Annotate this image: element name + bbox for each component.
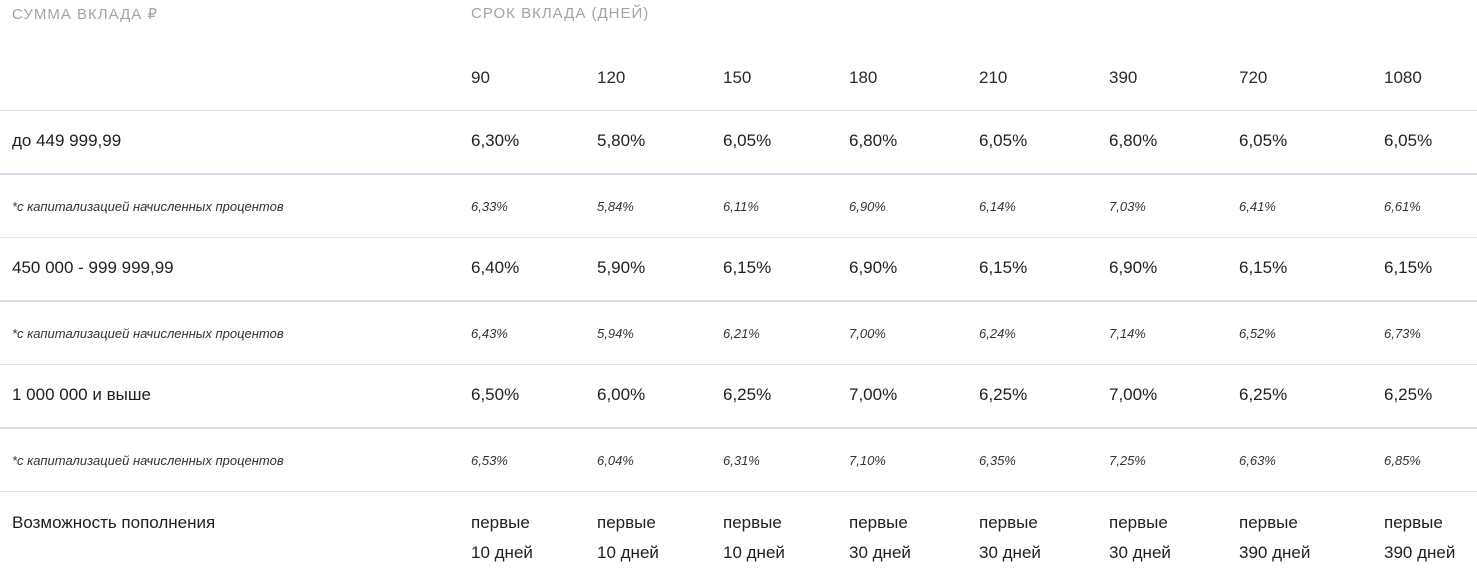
rate-cell: 7,00% [1109, 385, 1158, 404]
rate-cell: 6,80% [849, 131, 898, 150]
cap-rate-cell: 7,03% [1109, 199, 1146, 214]
rate-cell: 6,25% [1384, 385, 1433, 404]
term-210: 210 [979, 68, 1008, 87]
cap-rate-cell: 6,53% [471, 453, 508, 468]
term-150: 150 [723, 68, 752, 87]
topup-prefix: первые [1109, 513, 1168, 532]
topup-cell: первые 30 дней [1109, 508, 1171, 568]
rate-cell: 6,15% [979, 258, 1028, 277]
cap-rate-cell: 6,52% [1239, 326, 1276, 341]
term-90: 90 [471, 68, 490, 87]
topup-cell: первые 30 дней [849, 508, 911, 568]
topup-prefix: первые [723, 513, 782, 532]
topup-cell: первые 10 дней [723, 508, 785, 568]
topup-label: Возможность пополнения [12, 513, 216, 532]
rate-cell: 6,25% [1239, 385, 1288, 404]
cap-rate-cell: 6,33% [471, 199, 508, 214]
term-180: 180 [849, 68, 878, 87]
cap-rate-cell: 6,04% [597, 453, 634, 468]
cap-rate-cell: 6,35% [979, 453, 1016, 468]
rate-cell: 6,90% [1109, 258, 1158, 277]
rate-cell: 6,30% [471, 131, 520, 150]
rate-cell: 6,05% [979, 131, 1028, 150]
cap-rate-cell: 7,10% [849, 453, 886, 468]
rate-cell: 7,00% [849, 385, 898, 404]
cap-rate-cell: 6,14% [979, 199, 1016, 214]
divider [0, 427, 1477, 429]
cap-rate-cell: 6,11% [723, 199, 759, 214]
cap-rate-cell: 6,41% [1239, 199, 1276, 214]
topup-period: 30 дней [979, 543, 1041, 562]
topup-period: 390 дней [1384, 543, 1456, 562]
topup-prefix: первые [471, 513, 530, 532]
rate-cell: 6,05% [1384, 131, 1433, 150]
topup-prefix: первые [597, 513, 656, 532]
term-1080: 1080 [1384, 68, 1422, 87]
topup-period: 30 дней [1109, 543, 1171, 562]
cap-rate-cell: 5,84% [597, 199, 634, 214]
rate-cell: 6,50% [471, 385, 520, 404]
rate-cell: 5,90% [597, 258, 646, 277]
cap-rate-cell: 6,73% [1384, 326, 1421, 341]
topup-period: 30 дней [849, 543, 911, 562]
amount-caption: СУММА ВКЛАДА ₽ [12, 6, 158, 23]
cap-rate-cell: 6,63% [1239, 453, 1276, 468]
topup-period: 10 дней [471, 543, 533, 562]
topup-period: 390 дней [1239, 543, 1311, 562]
cap-rate-cell: 6,24% [979, 326, 1016, 341]
cap-rate-cell: 6,21% [723, 326, 760, 341]
topup-cell: первые 30 дней [979, 508, 1041, 568]
topup-cell: первые 390 дней [1239, 508, 1310, 568]
topup-cell: первые 10 дней [471, 508, 533, 568]
rate-cell: 6,80% [1109, 131, 1158, 150]
cap-rate-cell: 6,85% [1384, 453, 1421, 468]
rate-cell: 6,25% [979, 385, 1028, 404]
capitalization-label: *с капитализацией начисленных процентов [12, 326, 284, 341]
amount-tier-label: до 449 999,99 [12, 131, 122, 150]
term-720: 720 [1239, 68, 1268, 87]
topup-cell: первые 390 дней [1384, 508, 1455, 568]
rate-cell: 6,25% [723, 385, 772, 404]
cap-rate-cell: 6,61% [1384, 199, 1421, 214]
topup-period: 10 дней [723, 543, 785, 562]
rate-cell: 6,05% [1239, 131, 1288, 150]
cap-rate-cell: 6,43% [471, 326, 508, 341]
rate-cell: 6,90% [849, 258, 898, 277]
term-390: 390 [1109, 68, 1138, 87]
rate-cell: 6,15% [723, 258, 772, 277]
cap-rate-cell: 5,94% [597, 326, 634, 341]
cap-rate-cell: 7,25% [1109, 453, 1146, 468]
cap-rate-cell: 6,31% [723, 453, 760, 468]
divider [0, 300, 1477, 302]
divider [0, 364, 1477, 365]
topup-cell: первые 10 дней [597, 508, 659, 568]
capitalization-label: *с капитализацией начисленных процентов [12, 453, 284, 468]
term-caption: СРОК ВКЛАДА (ДНЕЙ) [471, 5, 650, 22]
divider [0, 237, 1477, 238]
rate-cell: 6,15% [1384, 258, 1433, 277]
cap-rate-cell: 6,90% [849, 199, 886, 214]
topup-prefix: первые [1384, 513, 1443, 532]
amount-tier-label: 1 000 000 и выше [12, 385, 151, 404]
amount-tier-label: 450 000 - 999 999,99 [12, 258, 174, 277]
cap-rate-cell: 7,14% [1109, 326, 1146, 341]
topup-period: 10 дней [597, 543, 659, 562]
rate-cell: 6,00% [597, 385, 646, 404]
topup-prefix: первые [979, 513, 1038, 532]
divider [0, 110, 1477, 111]
topup-prefix: первые [849, 513, 908, 532]
term-120: 120 [597, 68, 626, 87]
rate-cell: 5,80% [597, 131, 646, 150]
divider [0, 173, 1477, 175]
divider [0, 491, 1477, 492]
topup-prefix: первые [1239, 513, 1298, 532]
rate-cell: 6,40% [471, 258, 520, 277]
capitalization-label: *с капитализацией начисленных процентов [12, 199, 284, 214]
rate-cell: 6,05% [723, 131, 772, 150]
cap-rate-cell: 7,00% [849, 326, 886, 341]
rate-cell: 6,15% [1239, 258, 1288, 277]
